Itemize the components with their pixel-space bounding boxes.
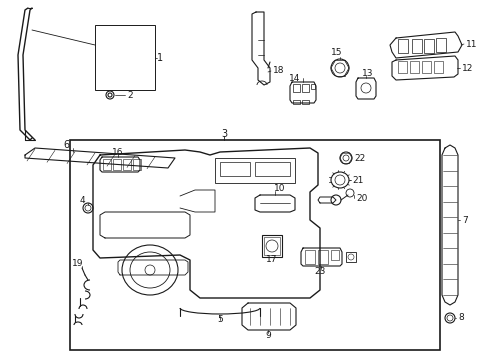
Bar [411,39,421,53]
Text: 23: 23 [314,267,325,276]
Bar [292,84,299,92]
Text: 18: 18 [272,66,284,75]
Bar [113,159,121,170]
Bar [220,162,249,176]
Bar [346,252,355,262]
Text: 15: 15 [330,48,342,57]
Bar [433,61,442,73]
Text: 16: 16 [112,148,123,157]
Text: 3: 3 [221,129,226,139]
Bar [330,250,338,260]
Text: 5: 5 [217,315,223,324]
Bar [302,100,308,104]
Text: 1: 1 [157,53,163,63]
Text: 4: 4 [79,195,84,204]
Bar [70,140,439,350]
Bar [409,61,418,73]
Bar [310,84,314,89]
Text: 2: 2 [127,90,132,99]
Text: 12: 12 [461,63,472,72]
Bar [103,159,111,170]
Text: 21: 21 [351,176,363,185]
Bar [123,159,131,170]
Bar [435,38,445,52]
Text: 17: 17 [265,256,277,265]
Text: 10: 10 [274,184,285,193]
Bar [317,250,327,264]
Text: 7: 7 [461,216,467,225]
Text: 6: 6 [63,140,69,150]
Bar [397,39,407,53]
Text: 22: 22 [353,153,365,162]
Text: 19: 19 [72,258,83,267]
Text: 9: 9 [264,332,270,341]
Bar [133,159,141,170]
Text: 13: 13 [362,68,373,77]
Bar [292,100,299,104]
Text: 11: 11 [465,40,476,49]
Bar [262,235,282,257]
Bar [421,61,430,73]
Bar [397,61,406,73]
Bar [264,237,280,255]
Bar [305,250,314,264]
Bar [95,25,155,90]
Bar [423,39,433,53]
Text: 8: 8 [457,314,463,323]
Bar [254,162,289,176]
Text: 14: 14 [289,73,300,82]
Text: 20: 20 [355,194,366,202]
Bar [215,158,294,183]
Bar [302,84,308,92]
